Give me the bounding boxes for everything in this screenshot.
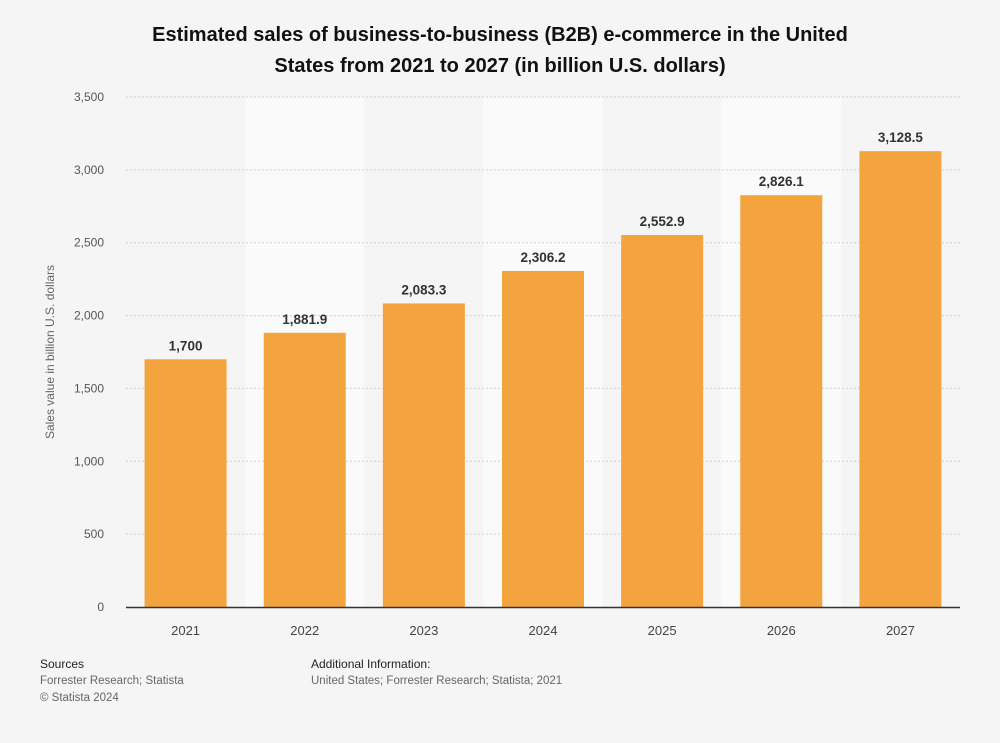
y-tick-label: 0 <box>97 600 104 614</box>
x-tick-label: 2026 <box>767 623 796 638</box>
x-tick-label: 2025 <box>648 623 677 638</box>
chart-title: Estimated sales of business-to-business … <box>0 20 1000 82</box>
bar-value-label: 3,128.5 <box>878 130 924 145</box>
x-tick-label: 2027 <box>886 623 915 638</box>
x-tick-label: 2022 <box>290 623 319 638</box>
bar-value-label: 2,826.1 <box>759 174 805 189</box>
bar-chart: 0 500 1,000 1,500 2,000 2,500 3,000 3,500 1,700 2… <box>43 90 960 638</box>
bar <box>502 270 584 607</box>
y-tick-label: 1,500 <box>74 381 104 395</box>
sources-block: Sources Forrester Research; Statista © S… <box>40 656 184 707</box>
additional-info-heading: Additional Information: <box>311 657 431 671</box>
additional-info-block: Additional Information: United States; F… <box>311 656 562 690</box>
y-tick-label: 3,500 <box>74 90 104 104</box>
sources-heading: Sources <box>40 657 85 671</box>
y-axis-title: Sales value in billion U.S. dollars <box>43 265 57 439</box>
x-tick-label: 2023 <box>409 623 438 638</box>
bar <box>859 151 942 607</box>
y-tick-label: 3,000 <box>74 163 104 177</box>
copyright-text: © Statista 2024 <box>40 692 119 704</box>
x-tick-label: 2021 <box>171 623 200 638</box>
bar <box>263 332 346 607</box>
bar <box>621 235 704 608</box>
chart-title-line-1: Estimated sales of business-to-business … <box>152 24 848 46</box>
additional-info-text: United States; Forrester Research; Stati… <box>311 675 563 687</box>
y-tick-label: 2,000 <box>74 309 104 323</box>
y-tick-label: 500 <box>84 527 104 541</box>
bar <box>740 195 823 608</box>
bar-value-label: 1,881.9 <box>282 312 327 327</box>
x-tick-label: 2024 <box>529 623 558 638</box>
bar <box>382 303 465 607</box>
sources-text: Forrester Research; Statista <box>40 675 184 687</box>
bar-value-label: 1,700 <box>169 338 203 353</box>
chart-title-line-2: States from 2021 to 2027 (in billion U.S… <box>274 55 726 77</box>
bar <box>144 359 227 607</box>
y-tick-label: 2,500 <box>74 236 104 250</box>
bar-value-label: 2,306.2 <box>520 250 565 265</box>
y-tick-label: 1,000 <box>74 454 104 468</box>
bar-value-label: 2,083.3 <box>401 282 447 297</box>
bar-value-label: 2,552.9 <box>640 214 685 229</box>
